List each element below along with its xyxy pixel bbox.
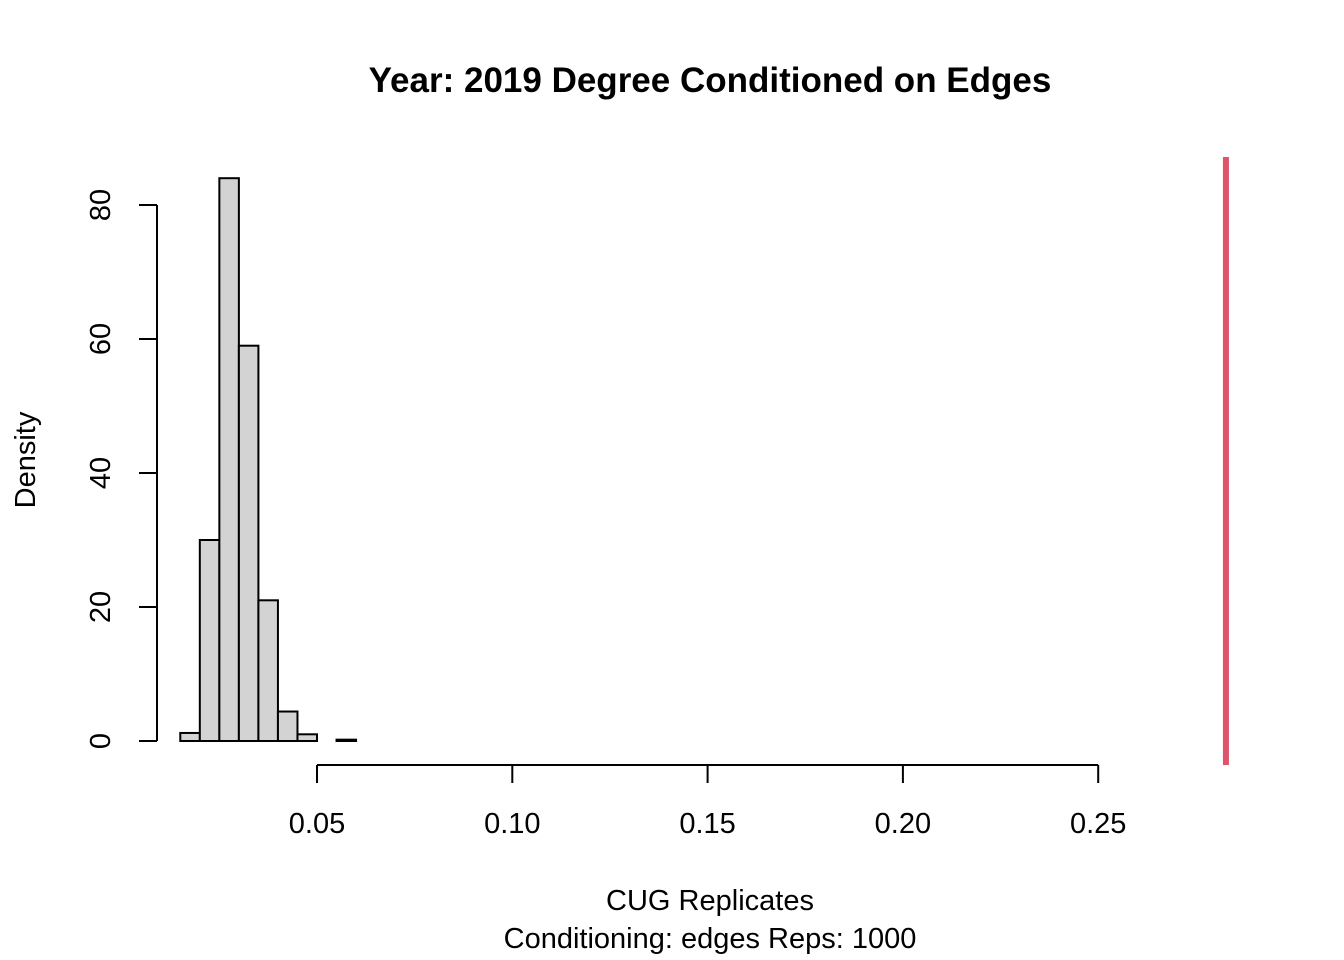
chart-title: Year: 2019 Degree Conditioned on Edges bbox=[369, 61, 1052, 100]
histogram-bar-3 bbox=[237, 344, 260, 742]
y-tick-label: 60 bbox=[85, 323, 117, 355]
x-axis: 0.05 0.10 0.15 0.20 0.25 bbox=[289, 764, 1126, 840]
y-axis: 0 20 40 60 80 bbox=[85, 189, 158, 749]
x-axis-subtitle: Conditioning: edges Reps: 1000 bbox=[504, 923, 917, 955]
x-tick-label: 0.25 bbox=[1070, 808, 1126, 840]
y-axis-label: Density bbox=[10, 411, 42, 508]
histogram-bar-1 bbox=[198, 539, 221, 742]
y-tick-label: 80 bbox=[85, 189, 117, 221]
y-tick-label: 20 bbox=[85, 591, 117, 623]
x-axis-label: CUG Replicates bbox=[606, 885, 814, 917]
histogram-bar-6 bbox=[296, 733, 319, 742]
histogram-bars bbox=[179, 177, 358, 743]
y-tick-label: 0 bbox=[85, 733, 117, 749]
histogram-bar-5 bbox=[276, 710, 299, 743]
x-tick-label: 0.10 bbox=[484, 808, 540, 840]
x-tick-label: 0.20 bbox=[875, 808, 931, 840]
histogram-bar-0 bbox=[179, 731, 201, 743]
histogram-bar-4 bbox=[257, 599, 279, 742]
histogram-bar-8 bbox=[335, 738, 358, 742]
x-tick-label: 0.15 bbox=[679, 808, 735, 840]
x-tick-label: 0.05 bbox=[289, 808, 345, 840]
histogram-bar-2 bbox=[218, 177, 240, 742]
y-tick-label: 40 bbox=[85, 457, 117, 489]
